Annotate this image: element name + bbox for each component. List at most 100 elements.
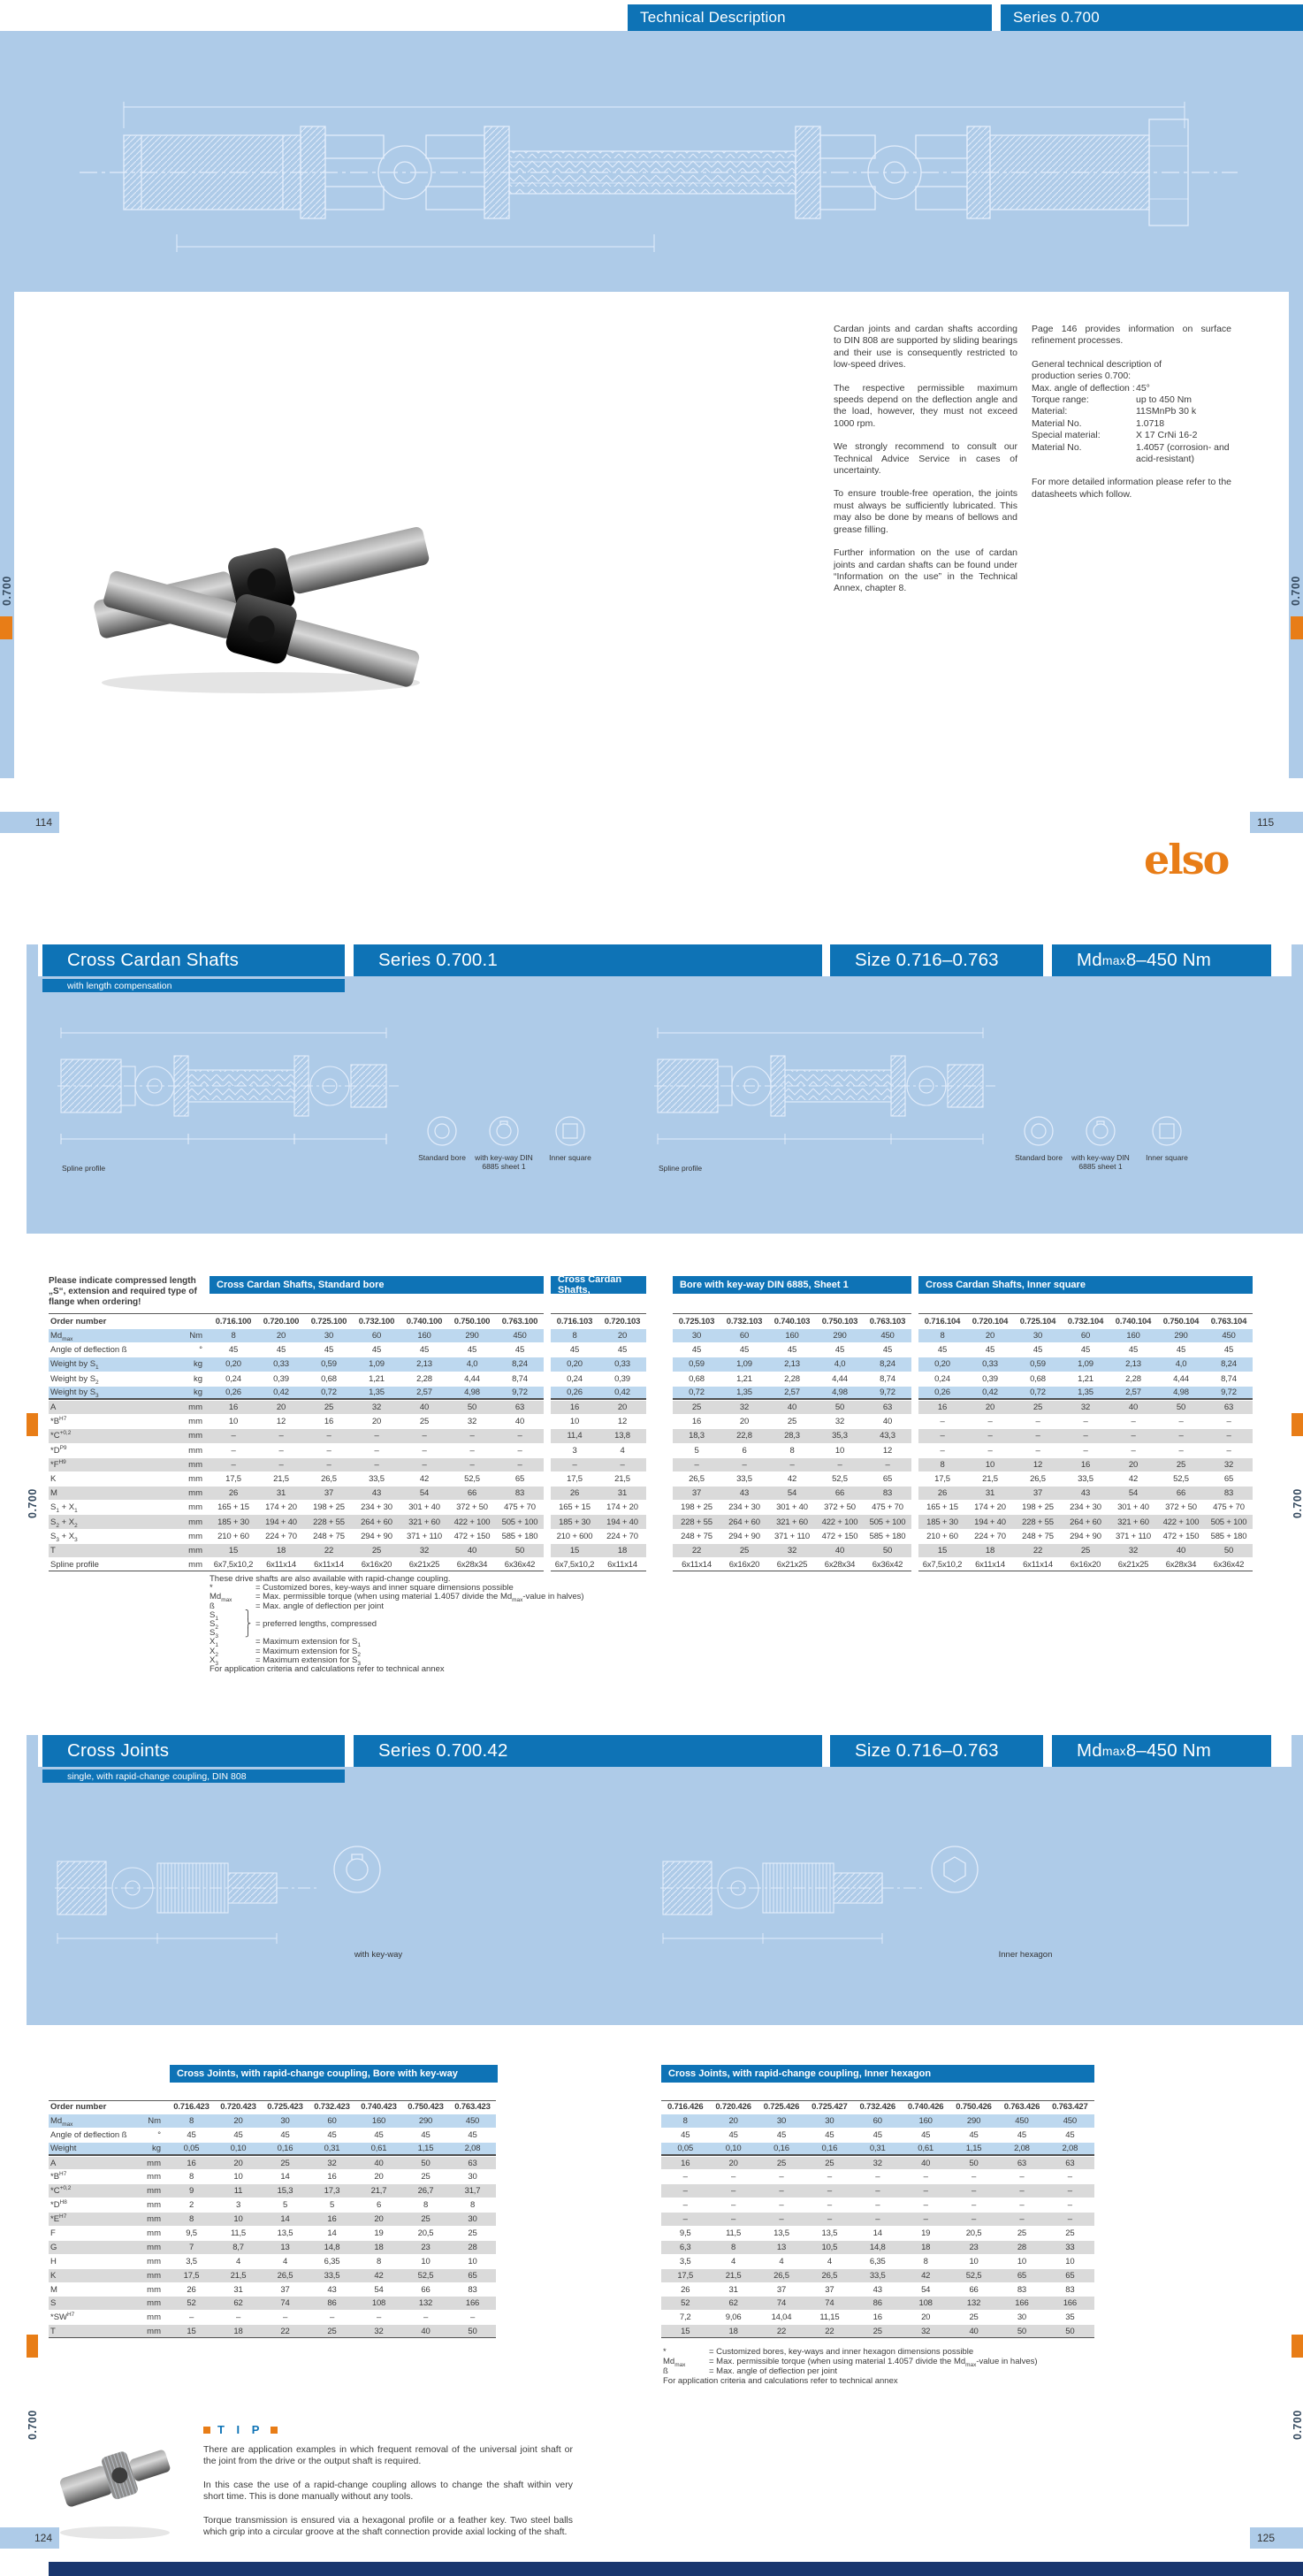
value-cell: 63 bbox=[496, 1400, 544, 1415]
value-cell: 43 bbox=[327, 2284, 337, 2295]
row-unit: mm bbox=[147, 2172, 161, 2182]
value-cell: 45 bbox=[187, 2129, 196, 2140]
value-cell: 0,33 bbox=[257, 1357, 305, 1372]
row-unit: Nm bbox=[189, 1331, 202, 1342]
row-label-text: T bbox=[50, 1545, 56, 1556]
value-cell: 32 bbox=[309, 2156, 355, 2170]
value-cell: 40 bbox=[1109, 1400, 1157, 1415]
value-cell: 31 bbox=[728, 2284, 738, 2295]
order-number: 0.740.426 bbox=[901, 2100, 950, 2114]
value-cell: 8 bbox=[918, 1329, 966, 1343]
value-cell: 16 bbox=[327, 2172, 337, 2182]
value-cell: 40 bbox=[1157, 1543, 1205, 1557]
group-gap bbox=[544, 1372, 551, 1386]
table-row: 7,2 9,06 14,04 11,15 16 20 25 30 35 bbox=[661, 2311, 1094, 2324]
value-cell: 371 + 110 bbox=[1115, 1531, 1152, 1541]
value-cell: 45 bbox=[324, 1345, 334, 1356]
footnote-brace: ⎫ bbox=[245, 1609, 252, 1620]
value-cell: 65 bbox=[882, 1473, 893, 1484]
value-cell: 10 bbox=[1017, 2256, 1027, 2266]
group-gap bbox=[646, 1444, 673, 1457]
table-row: 52 62 74 74 86 108 132 166 166 bbox=[661, 2297, 1094, 2311]
value-cell: 25 bbox=[309, 2325, 355, 2339]
value-cell: 17,5 bbox=[661, 2268, 710, 2282]
footnote-text: = Max. permissible torque (when using ma… bbox=[709, 2357, 1038, 2368]
orange-accent-bar bbox=[27, 2335, 38, 2358]
value-cell: 20 bbox=[598, 1329, 646, 1343]
page1-spec-column: Page 146 provides information on surface… bbox=[1032, 324, 1231, 512]
footnote-symbol: ß bbox=[663, 2366, 668, 2376]
page2-torque-bar: Md max 8–450 Nm bbox=[1052, 944, 1271, 976]
value-cell: 42 bbox=[901, 2268, 950, 2282]
group-gap bbox=[646, 1530, 673, 1543]
general-line: production series 0.700: bbox=[1032, 371, 1132, 382]
value-cell: 50 bbox=[997, 2325, 1047, 2339]
row-label: *BH7 mm bbox=[49, 2170, 168, 2183]
row-label: Weight kg bbox=[49, 2142, 168, 2156]
footnote-text: = Customized bores, key-ways and inner s… bbox=[255, 1583, 514, 1594]
table-row: Angle of deflection ß ° 45 45 45 45 45 45 45 45 45… bbox=[49, 1343, 1253, 1357]
value-cell: 0,31 bbox=[309, 2142, 355, 2156]
value-cell: – bbox=[949, 2213, 998, 2227]
value-cell: 23 bbox=[402, 2240, 449, 2254]
row-unit: mm bbox=[147, 2228, 161, 2238]
value-cell: 0,24 bbox=[934, 1373, 950, 1384]
value-cell: 45 bbox=[985, 1345, 995, 1356]
order-number: 0.732.100 bbox=[353, 1313, 400, 1328]
page3-series-bar: Series 0.700.42 bbox=[354, 1735, 822, 1767]
order-number: 0.750.423 bbox=[402, 2100, 449, 2114]
value-cell: – bbox=[997, 2184, 1047, 2198]
table-row: S3 + X3 mm 210 + 60 224 + 70 248 + 75 294 + 9… bbox=[49, 1530, 1253, 1543]
value-cell: 2 bbox=[188, 2200, 194, 2211]
value-cell: 1,15 bbox=[949, 2142, 998, 2156]
group-gap bbox=[646, 1415, 673, 1428]
footnote-line: ß = Max. angle of deflection per joint bbox=[663, 2366, 1229, 2376]
value-cell: 6,35 bbox=[869, 2256, 886, 2266]
value-cell: 37 bbox=[280, 2284, 290, 2295]
value-cell: 45 bbox=[468, 2129, 477, 2140]
value-cell: 0,31 bbox=[853, 2142, 902, 2156]
value-cell: 17,5 bbox=[168, 2268, 215, 2282]
row-label: *EH7 mm bbox=[49, 2213, 168, 2227]
table-section-keyway: Bore with key-way DIN 6885, Sheet 1 bbox=[673, 1276, 911, 1294]
value-cell: 32 bbox=[353, 1400, 400, 1415]
footnote-text: = Maximum extension for S1 bbox=[255, 1637, 361, 1649]
value-cell: 3 bbox=[572, 1445, 577, 1456]
footnote-brace bbox=[245, 1638, 255, 1647]
value-cell: 45 bbox=[514, 1345, 525, 1356]
keyway-bore-icon bbox=[1086, 1116, 1116, 1146]
page2-series-bar: Series 0.700.1 bbox=[354, 944, 822, 976]
footnote-symbol: X3 bbox=[210, 1655, 218, 1667]
value-cell: 33 bbox=[1046, 2240, 1094, 2254]
value-cell: 2,28 bbox=[784, 1373, 800, 1384]
row-label-text: Weight by S3 bbox=[50, 1387, 99, 1399]
value-cell: 10 bbox=[966, 1457, 1014, 1471]
order-number: 0.716.103 bbox=[551, 1313, 598, 1328]
value-cell: 17,5 bbox=[934, 1473, 950, 1484]
value-cell: 248 + 75 bbox=[313, 1531, 345, 1541]
value-cell: 20 bbox=[215, 2114, 262, 2128]
value-cell: 25 bbox=[1017, 2228, 1027, 2238]
value-cell: 1,09 bbox=[1062, 1357, 1109, 1372]
row-label-text: A bbox=[50, 2158, 57, 2168]
spec-label: Material No. bbox=[1032, 417, 1082, 429]
value-cell: 0,10 bbox=[709, 2142, 758, 2156]
value-cell: – bbox=[1131, 1445, 1136, 1456]
value-cell: 25 bbox=[421, 2172, 431, 2182]
row-label-text: *C+0,2 bbox=[50, 2185, 72, 2197]
value-cell: 6x16x20 bbox=[353, 1558, 400, 1572]
value-cell: 422 + 100 bbox=[1157, 1515, 1205, 1529]
table-section-hexagon-joints: Cross Joints, with rapid-change coupling… bbox=[661, 2065, 1094, 2083]
value-cell: 45 bbox=[569, 1345, 580, 1356]
order-number: 0.763.103 bbox=[864, 1313, 911, 1328]
ordering-note: Please indicate compressed length „S“, e… bbox=[49, 1276, 197, 1307]
group-gap bbox=[646, 1372, 673, 1386]
value-cell: 472 + 150 bbox=[453, 1531, 491, 1541]
value-cell: 166 bbox=[449, 2297, 496, 2311]
value-cell: – bbox=[448, 1457, 496, 1471]
order-number: 0.725.423 bbox=[262, 2100, 309, 2114]
row-label-text: Weight bbox=[50, 2143, 77, 2153]
